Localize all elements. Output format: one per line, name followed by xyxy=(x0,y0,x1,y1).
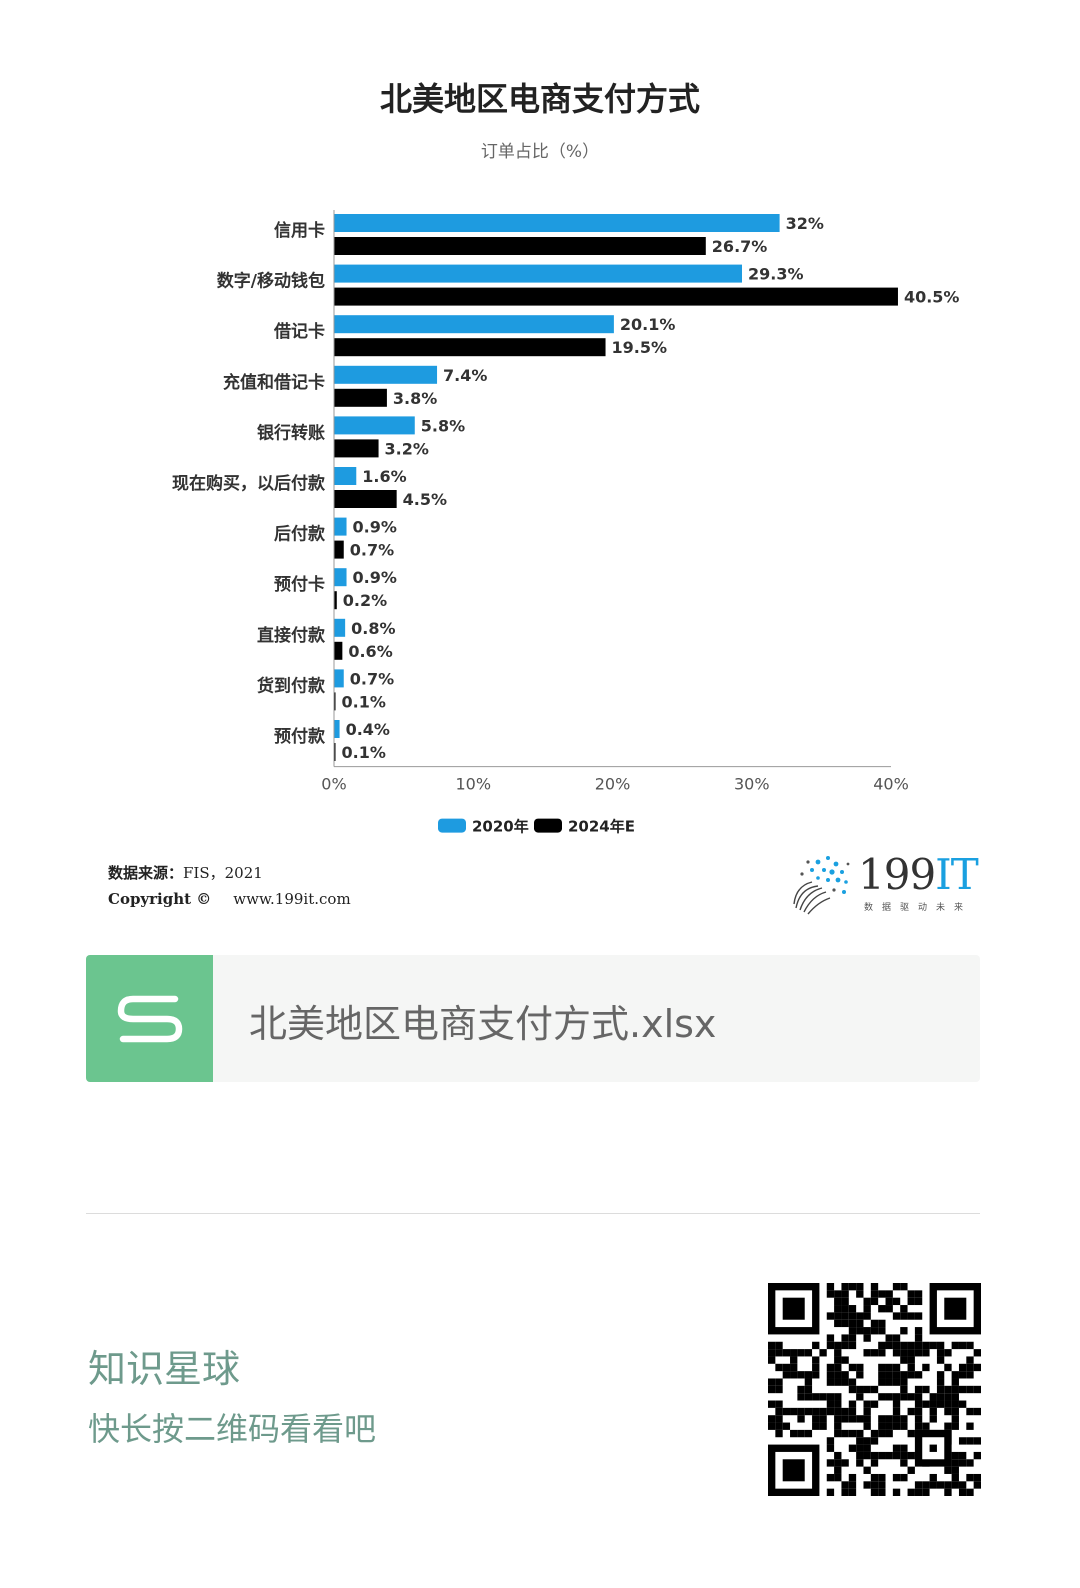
value-label: 0.6% xyxy=(348,642,392,661)
logo-number: 199 xyxy=(858,850,936,899)
bar-2020 xyxy=(334,669,344,688)
qr-code-icon[interactable] xyxy=(768,1283,981,1496)
bar-2024e xyxy=(334,439,379,458)
logo-letters: IT xyxy=(935,850,979,899)
x-tick-label: 30% xyxy=(734,775,770,794)
legend-label: 2024年E xyxy=(568,818,635,836)
source-label: 数据来源： xyxy=(108,864,184,882)
value-label: 0.4% xyxy=(346,720,390,739)
value-label: 3.8% xyxy=(393,389,437,408)
bar-chart: 信用卡 32% 26.7% 数字/移动钱包 29.3% 40.5% 借记卡 20.1% 19.5… xyxy=(172,210,960,836)
value-label: 20.1% xyxy=(620,315,676,334)
value-label: 29.3% xyxy=(748,265,804,284)
value-label: 0.9% xyxy=(353,518,397,537)
file-card[interactable]: 北美地区电商支付方式.xlsx xyxy=(86,955,980,1082)
divider xyxy=(86,1213,980,1214)
value-label: 0.8% xyxy=(351,619,395,638)
value-label: 26.7% xyxy=(712,237,768,256)
category-label: 直接付款 xyxy=(257,625,326,646)
category-label: 信用卡 xyxy=(274,220,325,241)
category-label: 现在购买，以后付款 xyxy=(172,473,326,494)
bar-2020 xyxy=(334,568,347,587)
value-label: 0.9% xyxy=(353,568,397,587)
bar-2024e xyxy=(334,591,337,610)
x-tick-label: 20% xyxy=(595,775,631,794)
source-note: 数据来源：FIS，2021 xyxy=(108,862,263,883)
value-label: 19.5% xyxy=(612,338,668,357)
value-label: 4.5% xyxy=(403,490,447,509)
legend-swatch xyxy=(534,818,562,833)
category-label: 数字/移动钱包 xyxy=(217,271,325,292)
copyright-url: www.199it.com xyxy=(233,890,351,908)
x-tick-label: 10% xyxy=(455,775,491,794)
value-label: 7.4% xyxy=(443,366,487,385)
value-label: 0.7% xyxy=(350,669,394,688)
file-name: 北美地区电商支付方式.xlsx xyxy=(249,1002,717,1046)
logo-tagline: 数据驱动未来 xyxy=(864,903,973,913)
bar-2020 xyxy=(334,720,340,738)
value-label: 5.8% xyxy=(421,416,465,435)
bar-2020 xyxy=(334,264,743,283)
bar-2024e xyxy=(334,743,336,761)
x-tick-label: 0% xyxy=(321,775,346,794)
value-label: 0.7% xyxy=(350,541,394,560)
value-label: 0.1% xyxy=(342,692,386,711)
value-label: 0.2% xyxy=(343,591,387,610)
bar-2020 xyxy=(334,214,780,232)
value-label: 32% xyxy=(786,214,824,233)
chart-title: 北美地区电商支付方式 xyxy=(379,80,700,118)
logo-199it: 199IT 数据驱动未来 xyxy=(788,850,979,920)
bar-2020 xyxy=(334,416,415,435)
legend-label: 2020年 xyxy=(472,818,529,836)
legend-swatch xyxy=(438,818,466,833)
copyright-label: Copyright © xyxy=(108,890,212,908)
chart-subtitle: 订单占比（%） xyxy=(480,142,600,162)
dandelion-logo-icon xyxy=(793,856,850,915)
bar-2020 xyxy=(334,517,347,536)
category-label: 充值和借记卡 xyxy=(223,372,325,393)
category-label: 后付款 xyxy=(274,524,326,545)
spreadsheet-s-icon xyxy=(86,955,213,1082)
bar-2024e xyxy=(334,692,336,711)
category-label: 货到付款 xyxy=(257,675,326,696)
bar-2020 xyxy=(334,467,357,485)
category-label: 借记卡 xyxy=(273,321,325,342)
value-label: 40.5% xyxy=(904,288,960,307)
value-label: 3.2% xyxy=(385,439,429,458)
bar-2024e xyxy=(334,338,606,357)
bar-2024e xyxy=(334,237,706,255)
x-tick-label: 40% xyxy=(873,775,909,794)
logo-wordmark: 199IT xyxy=(858,850,979,899)
value-label: 0.1% xyxy=(342,743,386,762)
category-label: 预付卡 xyxy=(274,574,325,595)
bar-2024e xyxy=(334,540,344,559)
bar-2020 xyxy=(334,315,614,334)
source-value: FIS，2021 xyxy=(183,864,263,882)
bar-2024e xyxy=(334,388,387,407)
category-label: 预付款 xyxy=(274,726,326,747)
bar-2020 xyxy=(334,365,438,384)
copyright-note: Copyright © www.199it.com xyxy=(108,890,351,908)
value-label: 1.6% xyxy=(362,467,406,486)
bar-2020 xyxy=(334,618,346,637)
bar-2024e xyxy=(334,287,898,306)
category-label: 银行转账 xyxy=(257,422,325,443)
brand-name: 知识星球 xyxy=(88,1347,241,1391)
bar-2024e xyxy=(334,641,343,660)
brand-subtitle: 快长按二维码看看吧 xyxy=(88,1410,377,1448)
bar-2024e xyxy=(334,490,397,508)
